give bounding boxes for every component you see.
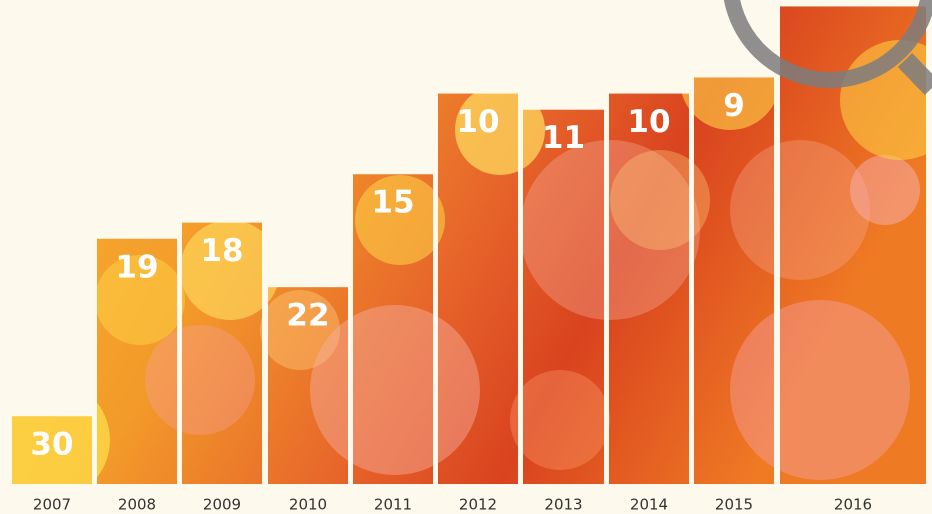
- value-label: 11: [542, 120, 585, 156]
- x-tick-label: 2007: [33, 496, 71, 514]
- value-label: 22: [286, 298, 329, 334]
- value-label: 10: [627, 104, 670, 140]
- value-label: 30: [30, 427, 73, 463]
- x-tick-label: 2012: [459, 496, 497, 514]
- x-tick-label: 2014: [630, 496, 668, 514]
- value-label: 18: [200, 233, 243, 269]
- bar: [694, 77, 774, 484]
- bar: [523, 110, 604, 484]
- x-tick-label: 2010: [289, 496, 327, 514]
- value-label: 10: [456, 104, 499, 140]
- x-tick-label: 2016: [834, 496, 872, 514]
- x-tick-label: 2015: [715, 496, 753, 514]
- bar: [438, 94, 518, 484]
- x-tick-label: 2009: [203, 496, 241, 514]
- page: {"chart_data": {"type": "bar", "categori…: [0, 0, 932, 514]
- value-label: 15: [371, 185, 414, 221]
- x-tick-label: 2013: [544, 496, 582, 514]
- x-tick-label: 2011: [374, 496, 412, 514]
- chart: 30 2007 19 2008 18 2009 22 2010 15 2011 10 2012 11 20…: [0, 0, 932, 514]
- bar: [609, 94, 689, 484]
- x-tick-label: 2008: [118, 496, 156, 514]
- bars: 30 2007 19 2008 18 2009 22 2010 15 2011 10 2012 11 20…: [12, 6, 926, 513]
- value-label: 19: [115, 249, 158, 285]
- value-label: 9: [723, 88, 745, 124]
